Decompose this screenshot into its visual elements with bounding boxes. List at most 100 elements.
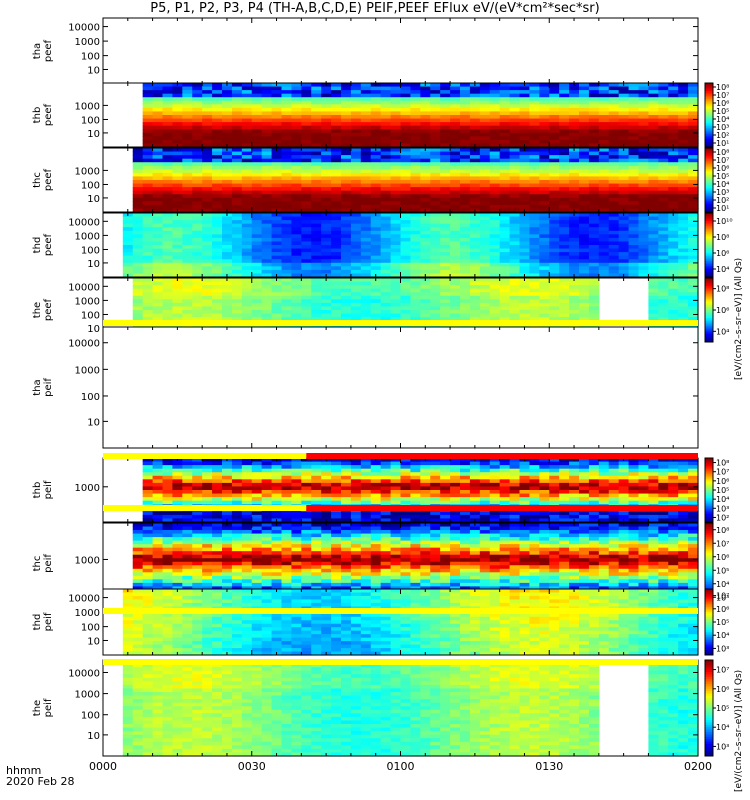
heatmap-cell — [460, 285, 471, 290]
heatmap-cell — [172, 183, 183, 188]
heatmap-cell — [162, 97, 174, 102]
heatmap-cell — [519, 310, 531, 315]
heatmap-cell — [331, 111, 342, 116]
heatmap-cell — [172, 255, 183, 260]
heatmap-cell — [460, 129, 471, 134]
heatmap-cell — [549, 148, 560, 153]
heatmap-cell — [499, 158, 511, 163]
heatmap-cell — [400, 288, 412, 293]
heatmap-cell — [410, 292, 421, 297]
heatmap-cell — [360, 266, 372, 271]
heatmap-cell — [212, 511, 223, 516]
heatmap-cell — [648, 100, 659, 105]
heatmap-cell — [638, 252, 650, 257]
heatmap-cell — [370, 93, 382, 98]
heatmap-cell — [122, 234, 134, 239]
heatmap-cell — [182, 172, 193, 178]
heatmap-cell — [499, 187, 511, 192]
heatmap-cell — [341, 118, 352, 123]
heatmap-cell — [311, 86, 322, 91]
heatmap-cell — [569, 245, 580, 250]
heatmap-cell — [321, 155, 332, 160]
heatmap-cell — [311, 213, 322, 218]
heatmap-cell — [400, 172, 412, 178]
heatmap-cell — [350, 299, 362, 304]
heatmap-cell — [222, 190, 233, 195]
heatmap-cell — [172, 155, 183, 160]
heatmap-cell — [331, 118, 342, 123]
heatmap-cell — [122, 241, 134, 246]
heatmap-cell — [479, 259, 491, 264]
heatmap-cell — [489, 245, 501, 250]
heatmap-cell — [549, 269, 560, 275]
heatmap-cell — [360, 302, 372, 308]
heatmap-cell — [132, 194, 144, 199]
heatmap-cell — [638, 115, 650, 120]
heatmap-cell — [410, 118, 421, 123]
heatmap-cell — [271, 115, 283, 120]
heatmap-cell — [261, 493, 273, 498]
heatmap-cell — [678, 136, 689, 141]
heatmap-cell — [162, 155, 174, 160]
heatmap-cell — [202, 204, 213, 210]
heatmap-cell — [648, 155, 659, 160]
heatmap-cell — [638, 151, 650, 156]
heatmap-cell — [152, 493, 164, 498]
heatmap-cell — [529, 273, 540, 278]
heatmap-cell — [182, 220, 193, 225]
heatmap-cell — [162, 104, 174, 109]
heatmap-cell — [360, 269, 372, 275]
heatmap-cell — [321, 132, 332, 137]
heatmap-cell — [529, 223, 540, 228]
heatmap-cell — [172, 497, 183, 502]
heatmap-cell — [489, 255, 501, 260]
heatmap-cell — [460, 295, 471, 300]
heatmap-cell — [162, 490, 174, 495]
heatmap-cell — [122, 227, 134, 232]
heatmap-cell — [301, 313, 312, 318]
heatmap-cell — [469, 234, 481, 239]
heatmap-cell — [231, 278, 243, 283]
heatmap-cell — [430, 151, 441, 156]
heatmap-cell — [499, 155, 511, 160]
heatmap-cell — [380, 302, 392, 308]
heatmap-cell — [469, 136, 481, 141]
heatmap-cell — [688, 122, 699, 127]
heatmap-cell — [579, 155, 590, 160]
colorbar-cell — [705, 253, 713, 256]
heatmap-cell — [202, 313, 213, 318]
heatmap-cell — [331, 100, 342, 105]
heatmap-cell — [638, 143, 650, 148]
heatmap-cell — [142, 237, 154, 243]
heatmap-cell — [460, 187, 471, 192]
heatmap-cell — [420, 115, 431, 120]
heatmap-cell — [400, 266, 412, 271]
heatmap-cell — [132, 302, 144, 308]
heatmap-cell — [638, 208, 650, 213]
colorbar-cell — [705, 330, 713, 333]
y-tick-label: 1000 — [75, 166, 100, 177]
heatmap-cell — [162, 252, 174, 257]
heatmap-cell — [360, 310, 372, 315]
heatmap-cell — [311, 151, 322, 156]
heatmap-cell — [192, 458, 203, 463]
heatmap-cell — [588, 234, 600, 239]
colorbar-cell — [705, 262, 713, 265]
heatmap-cell — [281, 458, 293, 463]
heatmap-cell — [569, 151, 580, 156]
heatmap-cell — [380, 281, 392, 286]
heatmap-cell — [301, 475, 312, 480]
heatmap-cell — [628, 165, 640, 170]
heatmap-cell — [331, 273, 342, 278]
heatmap-cell — [281, 269, 293, 275]
heatmap-cell — [549, 313, 560, 318]
heatmap-cell — [420, 220, 431, 225]
heatmap-cell — [152, 278, 164, 283]
heatmap-cell — [132, 201, 144, 206]
heatmap-cell — [390, 278, 402, 283]
heatmap-cell — [658, 288, 669, 293]
heatmap-cell — [172, 111, 183, 116]
heatmap-cell — [162, 230, 174, 235]
heatmap-cell — [499, 90, 511, 95]
heatmap-cell — [281, 90, 293, 95]
